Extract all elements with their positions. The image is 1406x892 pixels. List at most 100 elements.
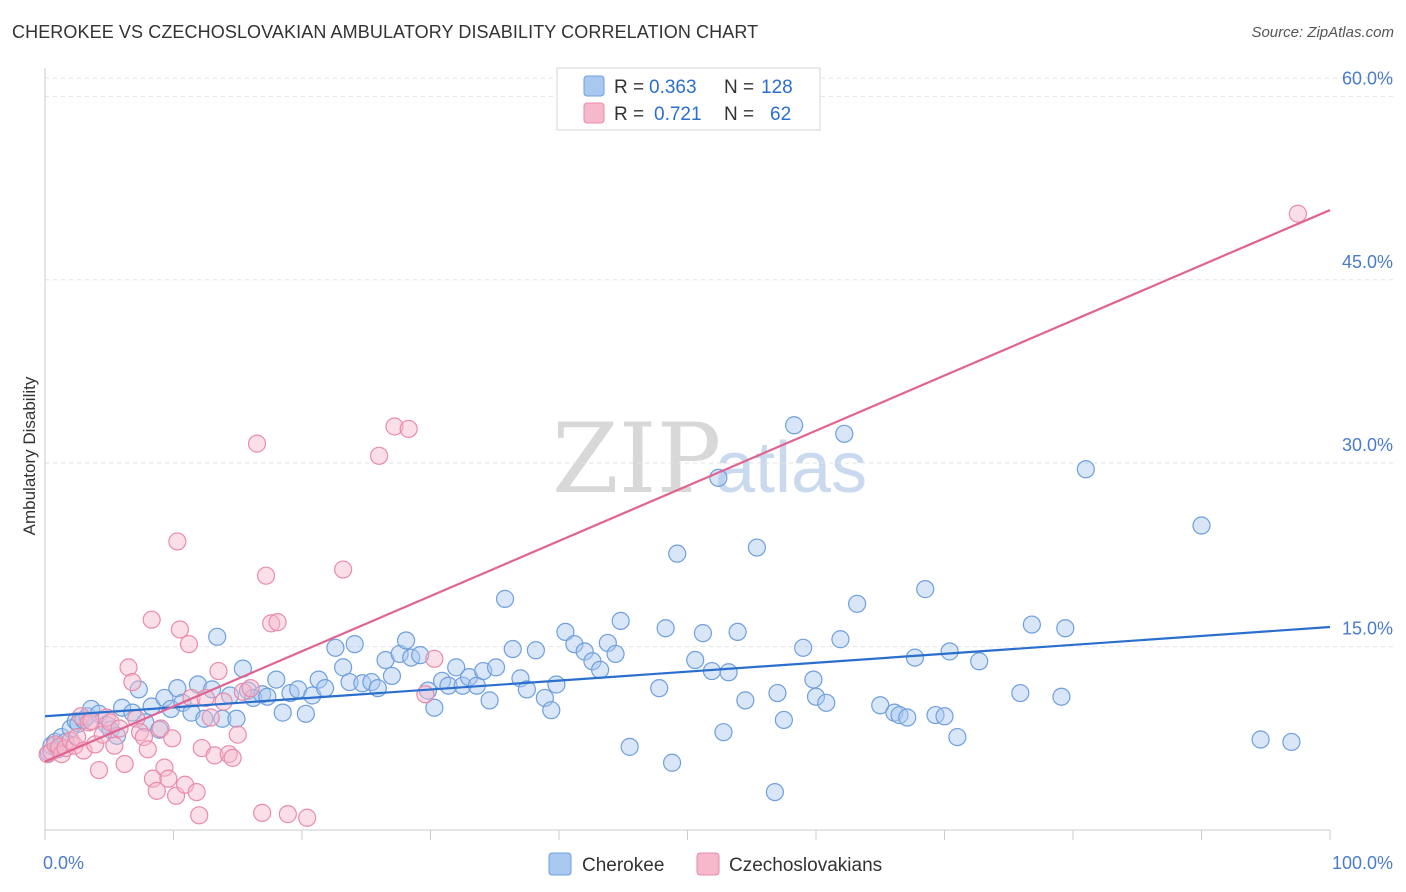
legend-bottom-label-czech: Czechoslovakians bbox=[729, 855, 882, 876]
czech-point-57 bbox=[370, 446, 389, 465]
czech-point-12 bbox=[82, 712, 101, 731]
cherokee-point-90 bbox=[662, 753, 682, 772]
cherokee-point-75 bbox=[526, 641, 545, 660]
legend-bottom-label-cherokee: Cherokee bbox=[582, 855, 664, 876]
cherokee-point-116 bbox=[905, 648, 925, 667]
cherokee-point-72 bbox=[503, 639, 522, 659]
cherokee-point-117 bbox=[916, 580, 935, 599]
cherokee-point-59 bbox=[411, 646, 430, 665]
cherokee-point-49 bbox=[340, 672, 359, 692]
cherokee-point-22 bbox=[155, 688, 174, 708]
czech-point-64 bbox=[253, 803, 272, 822]
cherokee-point-7 bbox=[66, 712, 85, 731]
legend-r-label-cherokee: R = bbox=[614, 77, 644, 98]
cherokee-point-124 bbox=[1022, 615, 1041, 634]
legend-swatch-czech bbox=[583, 102, 605, 124]
czech-point-18 bbox=[105, 736, 124, 755]
czech-point-51 bbox=[256, 566, 276, 585]
cherokee-point-46 bbox=[316, 679, 335, 698]
cherokee-point-86 bbox=[611, 611, 630, 631]
cherokee-point-69 bbox=[480, 691, 499, 710]
czech-point-41 bbox=[201, 708, 220, 727]
czech-point-55 bbox=[298, 808, 317, 827]
cherokee-point-87 bbox=[620, 737, 639, 756]
cherokee-point-107 bbox=[806, 687, 826, 706]
czech-point-63 bbox=[168, 532, 187, 551]
axes bbox=[44, 68, 1331, 840]
cherokee-point-77 bbox=[542, 701, 561, 720]
legend-bottom: Cherokee Czechoslovakians bbox=[548, 852, 882, 876]
cherokee-point-93 bbox=[693, 624, 713, 643]
cherokee-point-103 bbox=[774, 710, 793, 730]
czech-point-14 bbox=[89, 760, 109, 780]
cherokee-point-30 bbox=[208, 627, 227, 646]
cherokee-point-126 bbox=[1056, 619, 1075, 638]
cherokee-point-70 bbox=[486, 658, 506, 677]
gridlines bbox=[45, 77, 1395, 648]
czech-point-26 bbox=[138, 740, 157, 759]
czech-point-54 bbox=[278, 805, 297, 824]
czech-point-31 bbox=[159, 769, 178, 788]
cherokee-point-98 bbox=[728, 622, 747, 642]
czech-point-43 bbox=[209, 661, 228, 681]
legend-r-value-cherokee: 0.363 bbox=[649, 77, 697, 98]
cherokee-point-101 bbox=[768, 683, 787, 703]
cherokee-point-38 bbox=[258, 687, 277, 706]
cherokee-point-43 bbox=[296, 704, 315, 723]
czech-point-34 bbox=[170, 620, 190, 639]
cherokee-point-40 bbox=[273, 703, 292, 722]
cherokee-point-61 bbox=[425, 698, 444, 717]
czech-point-49 bbox=[241, 679, 260, 698]
czech-point-28 bbox=[147, 781, 166, 800]
czech-point-36 bbox=[179, 635, 199, 654]
cherokee-point-110 bbox=[835, 424, 854, 443]
czech-point-53 bbox=[268, 613, 287, 632]
x-tick-label-1: 100.0% bbox=[1332, 853, 1393, 873]
czech-point-52 bbox=[262, 614, 281, 633]
cherokee-point-18 bbox=[129, 680, 148, 699]
legend-bottom-swatch-czech bbox=[696, 852, 720, 876]
cherokee-point-102 bbox=[765, 782, 784, 802]
czech-point-38 bbox=[187, 782, 206, 802]
cherokee-point-85 bbox=[606, 644, 625, 664]
cherokee-point-91 bbox=[668, 544, 687, 563]
cherokee-trend-line bbox=[44, 625, 1331, 718]
czech-points bbox=[38, 204, 1307, 827]
trend-lines bbox=[44, 209, 1331, 763]
czech-point-58 bbox=[385, 417, 404, 436]
y-axis-title: Ambulatory Disability bbox=[20, 376, 39, 535]
watermark-zip: ZIP bbox=[552, 403, 721, 515]
cherokee-point-47 bbox=[326, 638, 345, 657]
cherokee-point-33 bbox=[227, 709, 246, 728]
cherokee-point-106 bbox=[804, 670, 823, 689]
legend-n-label-czech: N = bbox=[724, 104, 754, 125]
cherokee-point-39 bbox=[267, 670, 286, 689]
cherokee-point-21 bbox=[150, 720, 169, 739]
cherokee-point-55 bbox=[382, 666, 402, 686]
czech-point-44 bbox=[214, 692, 233, 711]
source-credit: Source: ZipAtlas.com bbox=[1251, 24, 1394, 41]
cherokee-point-71 bbox=[495, 589, 515, 608]
cherokee-point-104 bbox=[785, 416, 804, 435]
chart-title: CHEROKEE VS CZECHOSLOVAKIAN AMBULATORY D… bbox=[12, 22, 759, 42]
czech-point-56 bbox=[334, 560, 353, 579]
cherokee-point-50 bbox=[345, 635, 364, 654]
czech-point-59 bbox=[399, 419, 418, 439]
czech-point-42 bbox=[205, 746, 224, 765]
legend-top: R = 0.363 N = 128 R = 0.721 N = 62 bbox=[556, 67, 821, 131]
cherokee-point-80 bbox=[565, 635, 584, 654]
cherokee-point-83 bbox=[591, 660, 610, 679]
czech-point-61 bbox=[425, 649, 444, 668]
legend-bottom-swatch-cherokee bbox=[548, 852, 572, 876]
cherokee-point-74 bbox=[517, 680, 536, 699]
x-tick-label-0: 0.0% bbox=[43, 853, 84, 873]
y-tick-label-0: 15.0% bbox=[1342, 619, 1393, 639]
cherokee-point-112 bbox=[871, 696, 890, 715]
cherokee-point-109 bbox=[831, 630, 850, 649]
cherokee-point-122 bbox=[970, 652, 989, 671]
czech-trend-line bbox=[44, 209, 1331, 763]
czech-point-22 bbox=[123, 672, 142, 692]
cherokee-point-99 bbox=[736, 691, 755, 710]
cherokee-point-127 bbox=[1076, 460, 1095, 479]
